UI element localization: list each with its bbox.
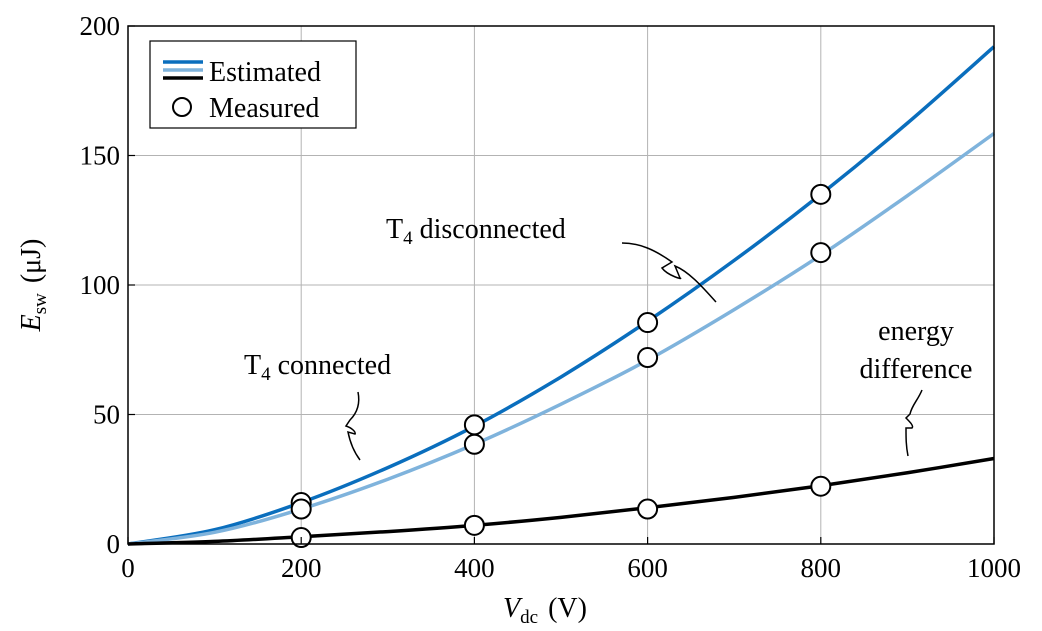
annotation-disconnected: T4 disconnected: [386, 214, 566, 249]
measured-point-connected: [290, 498, 312, 520]
leader-connected: [344, 391, 361, 461]
measured-point-difference: [463, 514, 485, 536]
x-tick-label: 200: [281, 553, 322, 583]
measured-point-disconnected: [637, 312, 659, 334]
leader-disconnected: [621, 242, 717, 303]
measured-point-connected: [463, 433, 485, 455]
legend-marker-measured: [172, 97, 192, 117]
grid: [128, 26, 994, 544]
y-tick-label: 50: [93, 400, 120, 430]
measured-point-difference: [637, 498, 659, 520]
annotation-difference-line2: difference: [860, 354, 973, 385]
x-axis-label: Vdc (V): [503, 593, 587, 628]
legend: Estimated Measured: [149, 40, 357, 129]
measured-point-connected: [637, 347, 659, 369]
x-tick-label: 0: [121, 553, 135, 583]
y-tick-label: 0: [107, 529, 121, 559]
y-axis-label: Esw(μJ): [16, 239, 51, 333]
x-tick-label: 1000: [967, 553, 1021, 583]
measured-point-disconnected: [810, 183, 832, 205]
annotation-difference-line1: energy: [878, 316, 954, 347]
leader-difference: [904, 389, 923, 457]
measured-point-disconnected: [463, 414, 485, 436]
x-tick-label: 400: [454, 553, 495, 583]
y-tick-label: 100: [80, 270, 121, 300]
estimated-curve-connected: [127, 132, 996, 546]
estimated-curve-disconnected: [127, 45, 996, 546]
estimated-curve-difference: [127, 456, 995, 546]
legend-label-measured: Measured: [209, 93, 319, 124]
y-tick-label: 150: [80, 141, 121, 171]
measured-point-connected: [810, 242, 832, 264]
x-tick-label: 600: [627, 553, 668, 583]
x-tick-label: 800: [801, 553, 842, 583]
legend-label-estimated: Estimated: [209, 57, 321, 88]
measured-point-difference: [810, 475, 832, 497]
markers: [290, 183, 832, 549]
annotation-connected: T4 connected: [244, 350, 391, 385]
curves: [127, 45, 996, 546]
ticks: 0 200 400 600 800 1000 0 50 100 150 200: [80, 11, 1022, 583]
y-tick-label: 200: [80, 11, 121, 41]
